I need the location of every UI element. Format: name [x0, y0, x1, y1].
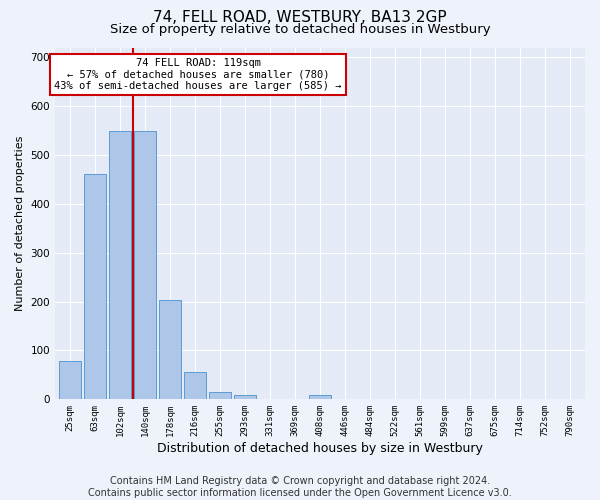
Y-axis label: Number of detached properties: Number of detached properties	[15, 136, 25, 311]
Bar	[209, 392, 231, 400]
Bar	[184, 372, 206, 400]
Text: Size of property relative to detached houses in Westbury: Size of property relative to detached ho…	[110, 22, 490, 36]
Bar	[84, 174, 106, 400]
Bar	[309, 396, 331, 400]
Bar	[109, 130, 131, 400]
Bar	[59, 361, 81, 400]
Text: 74, FELL ROAD, WESTBURY, BA13 2GP: 74, FELL ROAD, WESTBURY, BA13 2GP	[153, 10, 447, 25]
Bar	[159, 300, 181, 400]
Text: Contains HM Land Registry data © Crown copyright and database right 2024.
Contai: Contains HM Land Registry data © Crown c…	[88, 476, 512, 498]
Bar	[234, 396, 256, 400]
Text: 74 FELL ROAD: 119sqm
← 57% of detached houses are smaller (780)
43% of semi-deta: 74 FELL ROAD: 119sqm ← 57% of detached h…	[55, 58, 342, 92]
Bar	[134, 130, 156, 400]
X-axis label: Distribution of detached houses by size in Westbury: Distribution of detached houses by size …	[157, 442, 483, 455]
